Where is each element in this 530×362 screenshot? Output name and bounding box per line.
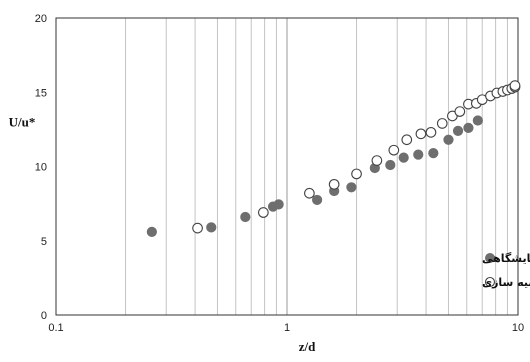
simulation-point [258,207,269,218]
simulation-point [351,168,362,180]
experimental-point [428,148,439,159]
y-tick-label: 20 [35,13,47,25]
simulation-point [425,126,437,138]
legend-label-simulation: نتایج شبیه سازی [482,276,530,289]
data-points [146,80,521,237]
y-tick-label: 15 [35,87,47,99]
experimental-point [346,182,357,193]
experimental-point [385,159,396,171]
experimental-point [463,122,474,133]
simulation-point [371,155,383,166]
legend: نتایج آزمایشگاهی نتایج شبیه سازی [482,251,530,289]
experimental-point [413,149,424,160]
x-tick-label: 1 [284,322,290,334]
experimental-point [452,125,464,136]
simulation-point [401,134,413,146]
simulation-point [328,178,340,190]
x-tick-label: 10 [512,322,524,334]
legend-label-experimental: نتایج آزمایشگاهی [482,251,530,265]
legend-marker-experimental [485,253,495,263]
experimental-point [472,115,483,126]
y-tick-label: 10 [35,162,47,174]
x-axis-label: z/d [299,339,316,354]
legend-marker-simulation [484,276,496,288]
y-tick-label: 0 [41,310,47,322]
x-tick-label: 0.1 [48,322,63,334]
experimental-point [240,211,251,223]
simulation-point [436,118,448,129]
simulation-point [192,222,203,234]
y-axis-label: U/u* [9,115,36,130]
gridlines [125,18,508,315]
simulation-point [509,80,521,91]
experimental-point [398,152,409,163]
simulation-point [454,106,466,117]
experimental-point [273,199,284,210]
simulation-point [304,187,315,199]
y-tick-label: 5 [41,236,47,248]
experimental-point [206,222,217,233]
tick-labels: 0.1 1 10 0 5 10 15 20 [35,13,524,334]
experimental-point [312,194,323,206]
simulation-point [415,128,427,140]
experimental-point [146,226,157,237]
simulation-point [388,144,400,156]
experimental-point [443,134,454,145]
plot-area-frame [55,17,519,316]
